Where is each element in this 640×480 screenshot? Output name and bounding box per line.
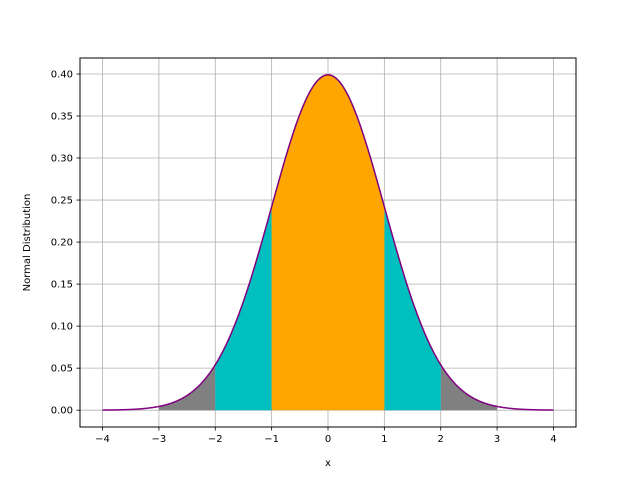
pdf-curve: [102, 74, 554, 411]
y-tick-label: 0.05: [51, 364, 73, 375]
y-tick-label: 0.35: [51, 111, 73, 122]
axis-ticks: −4 −3 −2 −1 0 1 2 3 4 0.00 0.05 0.10 0.15 0.20 0.25 0.3…: [51, 69, 557, 445]
shaded-region: [440, 364, 498, 411]
shaded-region: [271, 74, 385, 411]
x-tick-label: −2: [208, 434, 223, 445]
y-tick-label: 0.15: [51, 280, 73, 291]
y-tick-label: 0.10: [51, 322, 73, 333]
x-tick-label: 3: [494, 434, 500, 445]
x-tick-label: 0: [325, 434, 331, 445]
y-tick-label: 0.00: [51, 406, 73, 417]
y-tick-label: 0.40: [51, 69, 73, 80]
x-tick-label: 1: [381, 434, 387, 445]
x-tick-label: −4: [95, 434, 110, 445]
y-tick-label: 0.20: [51, 238, 73, 249]
x-tick-label: −1: [264, 434, 279, 445]
shaded-regions: [158, 74, 498, 411]
x-tick-label: 2: [438, 434, 444, 445]
y-tick-label: 0.30: [51, 154, 73, 165]
pdf-curve-group: [102, 74, 554, 411]
y-tick-label: 0.25: [51, 196, 73, 207]
y-axis-label: Normal Distribution: [22, 194, 33, 292]
x-axis-label: x: [325, 458, 331, 469]
shaded-region: [158, 364, 216, 411]
x-tick-label: 4: [550, 434, 556, 445]
x-tick-label: −3: [152, 434, 167, 445]
